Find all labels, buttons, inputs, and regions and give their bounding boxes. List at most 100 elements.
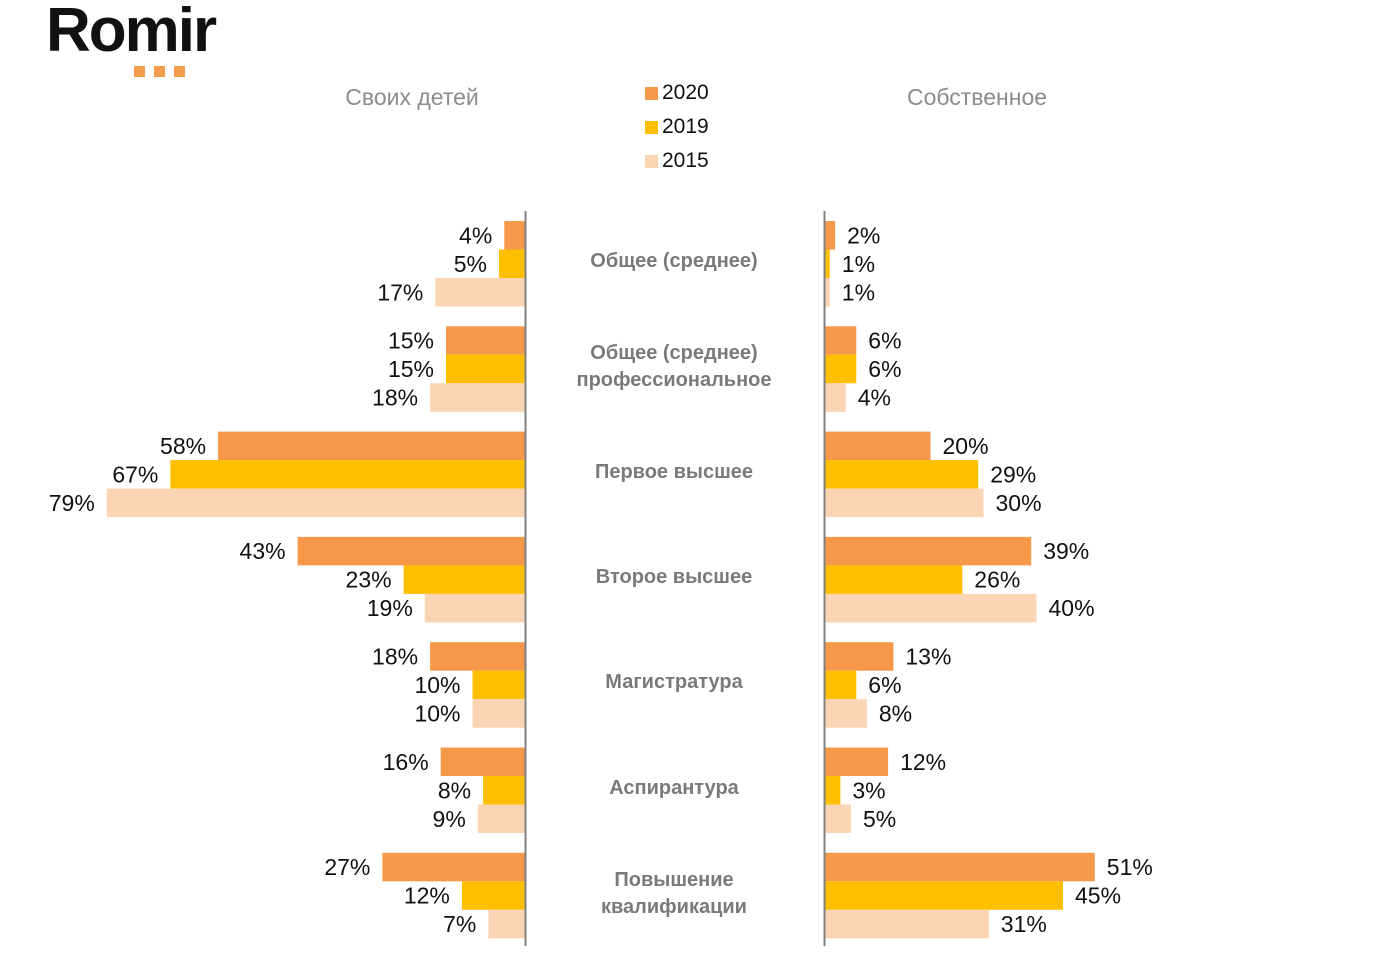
left-bar-2015 xyxy=(106,488,526,518)
left-bar-2019 xyxy=(446,354,526,384)
right-value-label: 26% xyxy=(974,567,1020,593)
right-bar-2020 xyxy=(824,747,889,776)
right-bar-2020 xyxy=(824,852,1095,882)
category-label-line: профессиональное xyxy=(576,369,772,392)
left-bar-2020 xyxy=(218,431,526,461)
right-value-label: 5% xyxy=(863,806,896,832)
left-value-label: 12% xyxy=(404,883,450,909)
left-value-label: 10% xyxy=(414,672,460,698)
left-value-label: 18% xyxy=(372,385,418,411)
category-label-line: Первое высшее xyxy=(594,460,754,483)
right-bar-2015 xyxy=(824,488,984,518)
right-value-label: 29% xyxy=(990,461,1036,487)
legend-swatch xyxy=(645,86,658,100)
category-label: Второе высшее xyxy=(544,564,804,591)
right-value-label: 1% xyxy=(842,279,875,305)
right-bar-2020 xyxy=(824,221,836,250)
left-bar-2020 xyxy=(440,747,526,776)
right-value-label: 40% xyxy=(1049,595,1095,621)
category-label-line: Аспирантура xyxy=(609,776,739,799)
legend-label: 2019 xyxy=(662,115,709,138)
right-value-label: 45% xyxy=(1075,883,1121,909)
left-value-label: 7% xyxy=(443,911,476,937)
left-bar-2015 xyxy=(472,699,526,728)
left-value-label: 5% xyxy=(454,251,487,277)
right-bar-2015 xyxy=(824,593,1037,623)
right-value-label: 13% xyxy=(905,643,951,669)
left-bar-2015 xyxy=(435,278,526,307)
left-bar-2020 xyxy=(297,536,526,566)
category-label: Повышение квалификации xyxy=(544,867,804,921)
logo-dot xyxy=(154,66,165,77)
left-value-label: 19% xyxy=(367,595,413,621)
right-value-label: 6% xyxy=(868,356,901,382)
right-value-label: 2% xyxy=(847,222,880,248)
logo-dot xyxy=(134,66,145,77)
left-value-label: 15% xyxy=(388,356,434,382)
legend-swatch xyxy=(645,154,658,168)
logo-text: Romir xyxy=(46,0,217,65)
right-bar-2019 xyxy=(824,776,841,805)
left-bar-2019 xyxy=(170,460,526,489)
legend-item-2020: 2020 xyxy=(645,76,709,110)
right-bar-2019 xyxy=(824,460,979,489)
left-bar-2019 xyxy=(461,881,526,910)
left-bar-2019 xyxy=(483,776,526,805)
right-bar-2019 xyxy=(824,565,963,594)
right-value-label: 6% xyxy=(868,328,901,354)
right-bar-2015 xyxy=(824,278,830,307)
romir-logo: Romir xyxy=(46,0,246,80)
category-label: Магистратура xyxy=(544,669,804,696)
right-bar-2019 xyxy=(824,249,830,278)
left-bar-2019 xyxy=(472,670,526,700)
left-bar-2020 xyxy=(430,642,526,671)
right-bar-2019 xyxy=(824,670,857,700)
right-bar-2020 xyxy=(824,536,1032,566)
legend-swatch xyxy=(645,120,658,134)
category-label: Аспирантура xyxy=(544,775,804,802)
category-label-line: Второе высшее xyxy=(595,566,753,589)
left-bar-2019 xyxy=(499,249,526,278)
left-value-label: 15% xyxy=(388,328,434,354)
left-bar-2015 xyxy=(430,383,526,412)
right-value-label: 31% xyxy=(1001,911,1047,937)
left-value-label: 9% xyxy=(433,806,466,832)
left-value-label: 27% xyxy=(324,854,370,880)
category-label-line: Повышение xyxy=(614,868,734,891)
left-value-label: 58% xyxy=(160,433,206,459)
category-label-line: Магистратура xyxy=(605,671,743,694)
legend-item-2015: 2015 xyxy=(645,144,709,178)
left-value-label: 43% xyxy=(240,538,286,564)
right-value-label: 6% xyxy=(868,672,901,698)
left-bar-2015 xyxy=(424,593,526,623)
right-bar-2015 xyxy=(824,804,851,833)
left-value-label: 4% xyxy=(459,222,492,248)
category-label-line: Общее (среднее) xyxy=(590,342,758,365)
right-value-label: 51% xyxy=(1107,854,1153,880)
right-value-label: 8% xyxy=(879,700,912,726)
right-bar-2020 xyxy=(824,642,894,671)
right-value-label: 12% xyxy=(900,749,946,775)
left-value-label: 8% xyxy=(438,777,471,803)
right-panel-title: Собственное xyxy=(906,84,1048,110)
left-bar-2020 xyxy=(504,221,526,250)
right-value-label: 4% xyxy=(858,385,891,411)
category-label-line: Общее (среднее) xyxy=(590,250,758,273)
right-bar-2020 xyxy=(824,326,857,355)
left-bar-2015 xyxy=(477,804,526,833)
left-value-label: 67% xyxy=(112,461,158,487)
legend-item-2019: 2019 xyxy=(645,110,709,144)
left-bar-2020 xyxy=(446,326,526,355)
right-bar-2015 xyxy=(824,699,867,728)
right-bar-2019 xyxy=(824,354,857,384)
legend: 2020 2019 2015 xyxy=(645,76,709,178)
left-value-label: 18% xyxy=(372,643,418,669)
right-value-label: 39% xyxy=(1043,538,1089,564)
right-bar-2015 xyxy=(824,909,989,939)
category-label: Общее (среднее) профессиональное xyxy=(544,340,804,394)
logo-dot xyxy=(174,66,185,77)
right-bar-2020 xyxy=(824,431,931,461)
right-value-label: 20% xyxy=(943,433,989,459)
category-label: Первое высшее xyxy=(544,459,804,486)
